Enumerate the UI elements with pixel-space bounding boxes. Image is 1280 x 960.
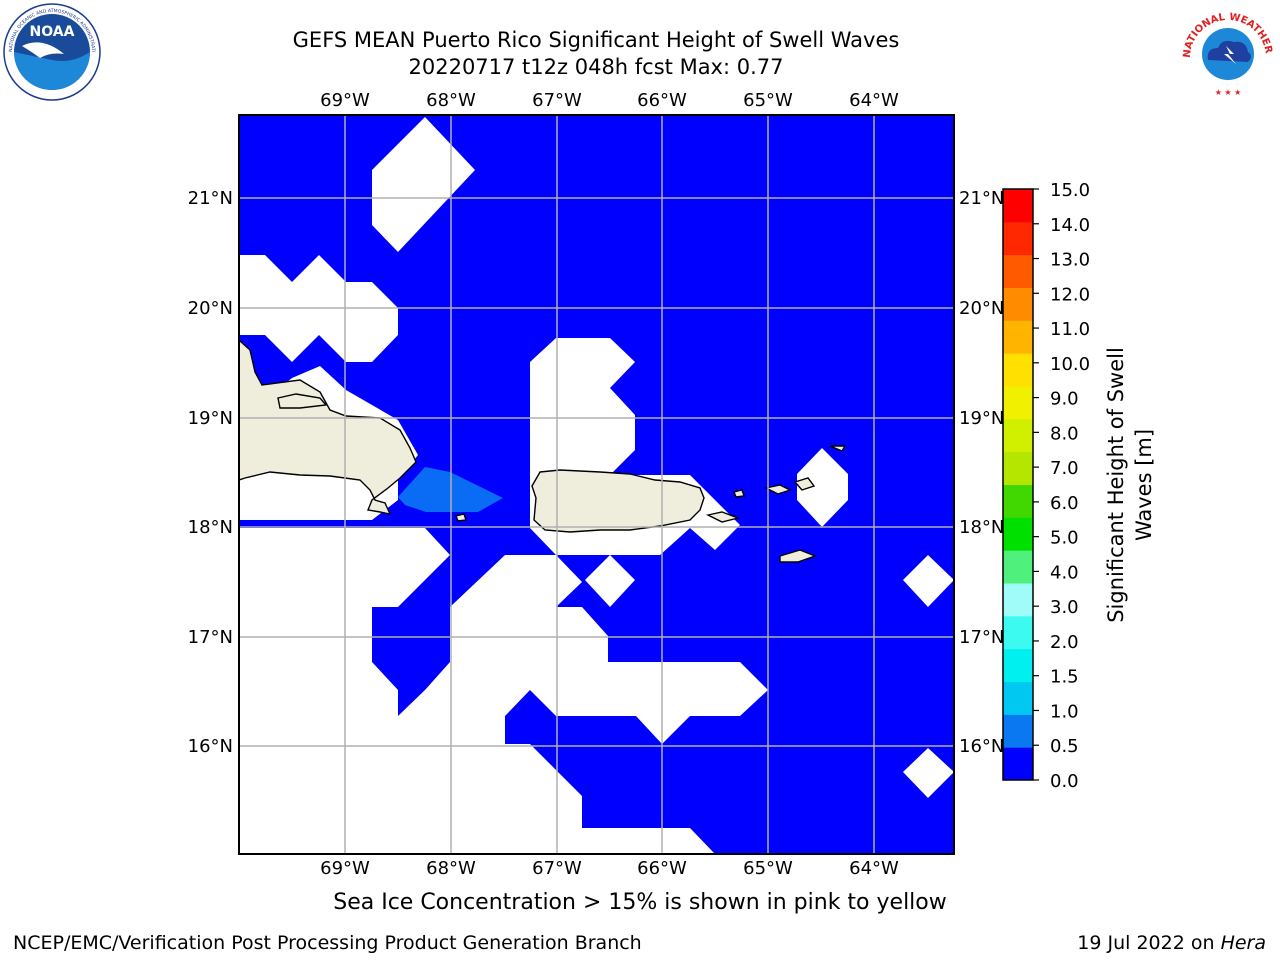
lon-label: 67°W (532, 90, 582, 111)
lat-labels-right: 21°N 20°N 19°N 18°N 17°N 16°N (959, 188, 1004, 757)
lat-label: 17°N (188, 627, 233, 648)
colorbar-segment (1003, 287, 1033, 321)
anegada (829, 445, 847, 452)
colorbar-label-line2: Waves [m] (1132, 429, 1156, 541)
colorbar-segment (1003, 386, 1033, 420)
colorbar-segment (1003, 747, 1033, 781)
colorbar-tick-label: 14.0 (1050, 215, 1090, 236)
lon-label: 64°W (849, 90, 899, 111)
lon-label: 68°W (426, 858, 476, 879)
puerto-rico (531, 469, 705, 533)
lon-labels-top: 69°W 68°W 67°W 66°W 65°W 64°W (320, 90, 899, 111)
map-frame (238, 114, 955, 855)
st-thomas (763, 484, 792, 495)
colorbar-segment (1003, 221, 1033, 256)
colorbar-segment (1003, 189, 1033, 223)
colorbar-segment (1003, 353, 1033, 387)
lat-label: 16°N (959, 736, 1004, 757)
lon-label: 69°W (320, 90, 370, 111)
colorbar-segment (1003, 484, 1033, 518)
st-john (793, 477, 816, 491)
colorbar-segment (1003, 254, 1033, 288)
noaa-logo: NOAA NATIONAL OCEANIC AND ATMOSPHERIC AD… (2, 2, 101, 101)
lat-label: 18°N (959, 517, 1004, 538)
colorbar-tick-label: 12.0 (1050, 284, 1090, 305)
colorbar-segment (1003, 550, 1033, 584)
colorbar-segment (1003, 320, 1033, 354)
lon-label: 69°W (320, 858, 370, 879)
colorbar-tick-label: 4.0 (1050, 562, 1079, 583)
colorbar-tick-label: 3.0 (1050, 597, 1079, 618)
landmasses (239, 339, 847, 563)
footer-credit: NCEP/EMC/Verification Post Processing Pr… (13, 932, 642, 954)
colorbar-label: Significant Height of Swell Waves [m] (1104, 347, 1156, 623)
hispaniola (239, 339, 417, 515)
colorbar-segment (1003, 615, 1033, 650)
colorbar-tick-label: 1.5 (1050, 667, 1079, 688)
st-croix (779, 549, 817, 563)
lat-label: 21°N (959, 188, 1004, 209)
colorbar-tick-label: 11.0 (1050, 319, 1090, 340)
colorbar-tick-label: 13.0 (1050, 250, 1090, 271)
colorbar-segment (1003, 583, 1033, 617)
sea-ice-note: Sea Ice Concentration > 15% is shown in … (333, 890, 947, 915)
lat-label: 20°N (188, 298, 233, 319)
lat-label: 19°N (959, 408, 1004, 429)
lon-label: 64°W (849, 858, 899, 879)
colorbar-tick-label: 9.0 (1050, 389, 1079, 410)
lat-label: 18°N (188, 517, 233, 538)
colorbar-tick-label: 6.0 (1050, 493, 1079, 514)
colorbar-tick-label: 0.5 (1050, 736, 1079, 757)
colorbar-segment (1003, 451, 1033, 485)
colorbar-ticks: 15.0 14.0 13.0 12.0 11.0 10.0 9.0 8.0 7.0 6.0 5.0 4… (1033, 180, 1090, 792)
lat-label: 19°N (188, 408, 233, 429)
colorbar-tick-label: 15.0 (1050, 180, 1090, 201)
colorbar-tick-label: 10.0 (1050, 354, 1090, 375)
colorbar-frame (1002, 188, 1034, 781)
colorbar-segment (1003, 648, 1033, 682)
noaa-logo-text: NOAA (30, 24, 75, 40)
colorbar-label-line1: Significant Height of Swell (1104, 347, 1128, 623)
colorbar-segment (1003, 714, 1033, 748)
chart-title: GEFS MEAN Puerto Rico Significant Height… (292, 28, 900, 52)
lat-label: 20°N (959, 298, 1004, 319)
map-area (239, 115, 954, 854)
lon-labels-bottom: 69°W 68°W 67°W 66°W 65°W 64°W (320, 858, 899, 879)
tortuga-island (277, 393, 328, 409)
nws-logo: NATIONAL WEATHER SERVICE ★ ★ ★ (1178, 2, 1275, 99)
colorbar-segment (1003, 517, 1033, 551)
colorbar-tick-label: 0.0 (1050, 771, 1079, 792)
lon-label: 65°W (743, 858, 793, 879)
lon-label: 67°W (532, 858, 582, 879)
vieques (705, 511, 741, 523)
lat-label: 21°N (188, 188, 233, 209)
footer-date: 19 Jul 2022 on Hera (1077, 932, 1266, 954)
colorbar-tick-label: 5.0 (1050, 528, 1079, 549)
footer-host: Hera (1220, 932, 1266, 954)
colorbar-tick-label: 1.0 (1050, 701, 1079, 722)
colorbar-tick-label: 8.0 (1050, 423, 1079, 444)
lon-label: 66°W (637, 90, 687, 111)
footer-date-text: 19 Jul 2022 on (1077, 932, 1221, 954)
colorbar-segment (1003, 681, 1033, 715)
mona-island (455, 513, 467, 522)
map-gridlines (239, 115, 954, 854)
lat-label: 16°N (188, 736, 233, 757)
lon-label: 68°W (426, 90, 476, 111)
lon-label: 65°W (743, 90, 793, 111)
lat-label: 17°N (959, 627, 1004, 648)
culebra (733, 489, 745, 498)
lat-labels-left: 21°N 20°N 19°N 18°N 17°N 16°N (188, 188, 233, 757)
colorbar-tick-label: 7.0 (1050, 458, 1079, 479)
colorbar-segment (1003, 418, 1033, 453)
svg-text:★ ★ ★: ★ ★ ★ (1215, 88, 1242, 97)
colorbar-tick-label: 2.0 (1050, 632, 1079, 653)
chart-subtitle: 20220717 t12z 048h fcst Max: 0.77 (408, 55, 784, 79)
colorbar (1002, 188, 1034, 781)
lon-label: 66°W (637, 858, 687, 879)
